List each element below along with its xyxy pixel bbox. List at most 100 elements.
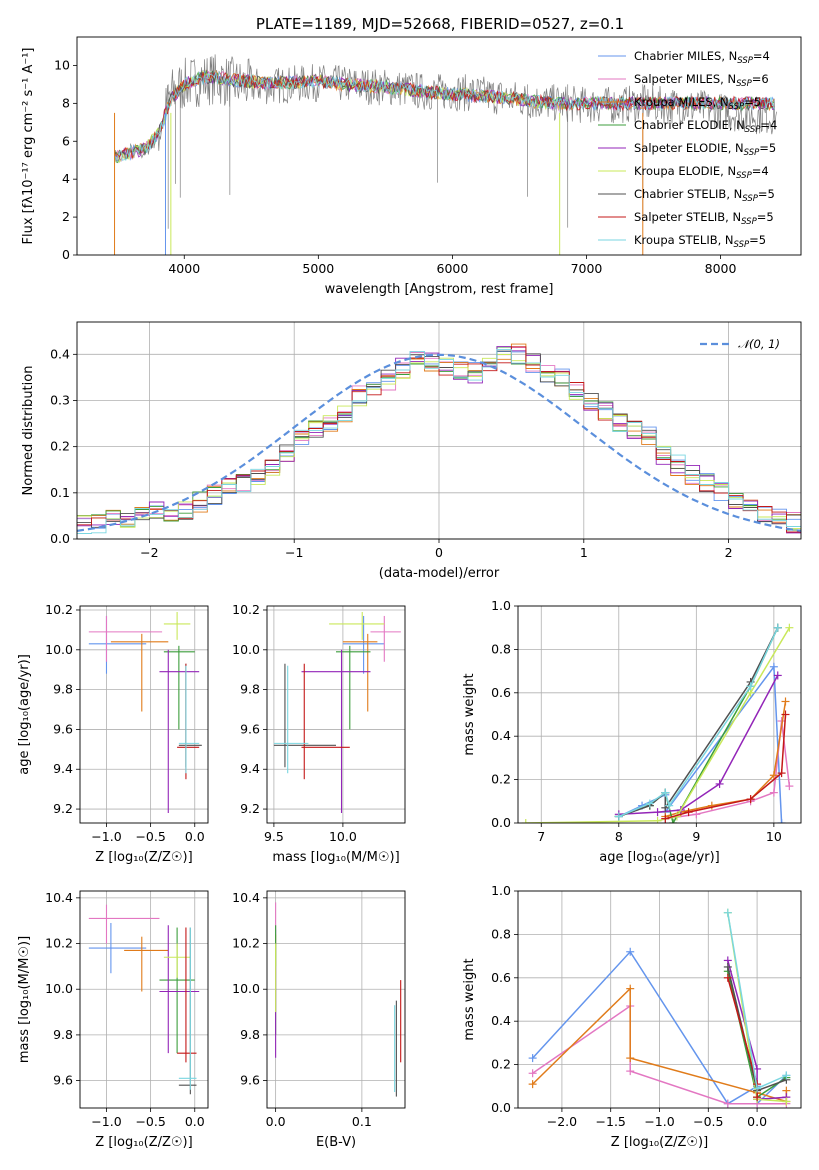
y-tick-label: 0.2 — [491, 1057, 511, 1072]
model-spectrum-kroupa-stelib — [114, 71, 775, 162]
y-tick-label: 2 — [62, 209, 70, 224]
x-tick-label: 1 — [580, 545, 588, 560]
axes-frame — [517, 890, 802, 1109]
axes-frame — [76, 321, 802, 540]
y-tick-label: 10 — [54, 57, 70, 72]
y-tick-label: 0.0 — [491, 815, 511, 830]
age-vs-metallicity-panel: −1.0 −0.5 0.0 9.2 9.4 9.6 9.8 10.0 10.2 Z [log₁₀(… — [17, 602, 209, 865]
y-axis-label: mass weight — [462, 673, 477, 755]
series-line-kroupa-elodie — [525, 627, 791, 823]
series-line-salpeter-miles — [532, 1004, 787, 1105]
legend-subscript: SSP — [742, 194, 758, 204]
y-tick-label: 9.6 — [240, 721, 260, 736]
axes-frame — [266, 890, 406, 1109]
age-vs-mass-panel: 9.5 10.0 9.2 9.4 9.6 9.8 10.0 10.2 mass [log₁₀(M… — [232, 602, 406, 865]
y-axis-label: mass weight — [462, 958, 477, 1040]
legend-count: =4 — [752, 164, 769, 178]
y-tick-label: 0.6 — [491, 685, 511, 700]
histogram-kroupa-stelib — [77, 348, 801, 534]
y-tick-label: 0.2 — [50, 439, 70, 454]
x-tick-label: 0.0 — [266, 1114, 286, 1129]
axes-frame — [79, 890, 209, 1109]
legend-subscript: SSP — [736, 79, 752, 89]
y-tick-label: 0.8 — [491, 926, 511, 941]
y-tick-label: 9.8 — [240, 682, 260, 697]
x-axis-label: mass [log₁₀(M/M☉)] — [272, 850, 399, 865]
series-line-salpeter-elodie — [618, 675, 779, 816]
legend-count: =5 — [759, 141, 776, 155]
line-plot-area — [528, 908, 791, 1108]
legend-label: Chabrier ELODIE, NSSP=4 — [634, 118, 777, 135]
x-tick-label: 2 — [725, 545, 733, 560]
x-tick-label: −0.5 — [693, 1114, 723, 1129]
y-tick-label: 9.6 — [240, 1073, 260, 1088]
line-plot-area — [521, 623, 794, 823]
y-tick-label: 9.2 — [240, 801, 260, 816]
legend-label: Kroupa STELIB, NSSP=5 — [634, 233, 766, 250]
legend-subscript: SSP — [736, 171, 752, 181]
spectrum-legend: Chabrier MILES, NSSP=4 Salpeter MILES, NS… — [598, 49, 777, 250]
x-axis-label: (data-model)/error — [379, 566, 500, 581]
y-tick-label: 0.0 — [491, 1100, 511, 1115]
errorbar-plot-area — [88, 611, 202, 814]
y-tick-label: 10.0 — [232, 981, 260, 996]
y-tick-label: 9.6 — [53, 1073, 73, 1088]
axes-frame — [79, 605, 209, 824]
spectrum-plot-area — [114, 54, 777, 255]
y-tick-label: 10.0 — [232, 642, 260, 657]
axes-frame — [266, 605, 406, 824]
y-tick-label: 0.6 — [491, 970, 511, 985]
x-tick-label: 0.1 — [352, 1114, 372, 1129]
x-tick-label: −2 — [140, 545, 158, 560]
legend-label: Chabrier STELIB, NSSP=5 — [634, 187, 775, 204]
x-tick-label: 5000 — [302, 261, 334, 276]
histogram-plot-area — [77, 343, 801, 534]
axes-frame — [517, 605, 802, 824]
histogram-salpeter-stelib — [77, 346, 801, 533]
mass-weight-vs-metallicity-panel: −2.0 −1.5 −1.0 −0.5 0.0 0.0 0.2 0.4 0.6 0.8 1.0 Z [… — [462, 883, 802, 1150]
y-tick-label: 8 — [62, 95, 70, 110]
legend-count: =5 — [744, 95, 761, 109]
y-tick-label: 9.8 — [53, 682, 73, 697]
x-axis-label: E(B-V) — [316, 1135, 356, 1150]
y-axis-label: Normed distribution — [21, 366, 36, 496]
y-tick-label: 10.4 — [232, 890, 260, 905]
legend-label: Chabrier MILES, NSSP=4 — [634, 49, 770, 66]
y-tick-label: 1.0 — [491, 598, 511, 613]
x-axis-label: Z [log₁₀(Z/Z☉)] — [611, 1135, 708, 1150]
x-tick-label: 8 — [615, 829, 623, 844]
x-tick-label: −1.5 — [596, 1114, 626, 1129]
x-tick-label: 0 — [435, 545, 443, 560]
mass-vs-metallicity-panel: −1.0 −0.5 0.0 9.6 9.8 10.0 10.2 10.4 Z [log₁₀(Z/… — [17, 890, 209, 1150]
legend-label: Salpeter ELODIE, NSSP=5 — [634, 141, 776, 158]
x-axis-label: wavelength [Angstrom, rest frame] — [325, 282, 554, 297]
y-tick-label: 1.0 — [491, 883, 511, 898]
y-tick-label: 9.6 — [53, 721, 73, 736]
x-tick-label: 10 — [766, 829, 782, 844]
y-tick-label: 0.1 — [50, 485, 70, 500]
legend-count: =4 — [753, 49, 770, 63]
x-tick-label: 7 — [537, 829, 545, 844]
errorbar-plot-area — [275, 902, 402, 1097]
x-tick-label: −1 — [285, 545, 303, 560]
x-tick-label: −0.5 — [135, 829, 165, 844]
x-tick-label: 10.0 — [329, 829, 357, 844]
x-tick-label: 0.0 — [185, 829, 205, 844]
residual-histogram-panel: −2 −1 0 1 2 0.0 0.1 0.2 0.3 0.4 (data-model)/error… — [21, 321, 802, 581]
legend-count: =5 — [749, 233, 766, 247]
y-tick-label: 9.2 — [53, 801, 73, 816]
y-tick-label: 0.2 — [491, 772, 511, 787]
legend-count: =6 — [752, 72, 769, 86]
y-tick-label: 10.2 — [45, 936, 73, 951]
legend-subscript: SSP — [737, 56, 753, 66]
y-tick-label: 0.0 — [50, 531, 70, 546]
x-tick-label: 9.5 — [264, 829, 284, 844]
legend-subscript: SSP — [745, 125, 761, 135]
series-line-salpeter-miles — [665, 720, 791, 820]
legend-label: Kroupa ELODIE, NSSP=4 — [634, 164, 769, 181]
x-tick-label: 8000 — [705, 261, 737, 276]
y-tick-label: 4 — [62, 171, 70, 186]
x-tick-label: −2.0 — [547, 1114, 577, 1129]
y-tick-label: 0.4 — [491, 728, 511, 743]
legend-label: Salpeter MILES, NSSP=6 — [634, 72, 769, 89]
